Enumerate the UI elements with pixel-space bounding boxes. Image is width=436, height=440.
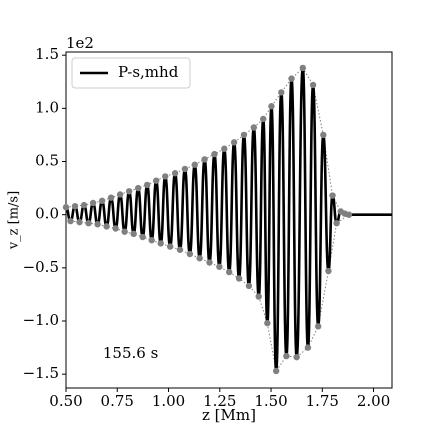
marker bbox=[345, 211, 353, 218]
marker bbox=[89, 199, 97, 207]
y-tick-label: −1.5 bbox=[23, 364, 59, 382]
marker bbox=[255, 293, 262, 300]
marker bbox=[107, 194, 115, 201]
line bbox=[64, 66, 392, 373]
marker bbox=[240, 131, 248, 139]
y-tick-label: −1.0 bbox=[23, 311, 59, 329]
y-axis-label: v_z [m/s] bbox=[7, 191, 22, 250]
marker bbox=[125, 188, 133, 195]
marker bbox=[272, 367, 280, 375]
marker bbox=[166, 243, 174, 250]
marker bbox=[162, 173, 169, 180]
marker bbox=[191, 161, 198, 168]
envelope-lower bbox=[70, 214, 350, 373]
marker bbox=[130, 230, 137, 238]
marker bbox=[176, 246, 184, 253]
plot-frame bbox=[65, 51, 393, 389]
x-tick-label: 1.25 bbox=[203, 392, 236, 410]
marker bbox=[206, 259, 213, 266]
marker bbox=[201, 156, 208, 163]
marker bbox=[309, 81, 317, 89]
marker bbox=[143, 181, 151, 189]
marker bbox=[320, 131, 327, 139]
marker bbox=[250, 124, 258, 131]
marker bbox=[139, 233, 146, 241]
marker bbox=[314, 323, 322, 330]
marker bbox=[293, 353, 300, 361]
marker bbox=[325, 267, 332, 275]
x-tick-label: 1.50 bbox=[254, 392, 287, 410]
x-tick-label: 0.75 bbox=[101, 392, 134, 410]
marker bbox=[283, 352, 290, 360]
marker bbox=[76, 218, 83, 226]
marker bbox=[67, 217, 74, 225]
marker bbox=[148, 237, 155, 244]
marker bbox=[299, 64, 307, 72]
y-tick-label: 0.5 bbox=[35, 152, 59, 170]
marker bbox=[80, 201, 88, 209]
marker bbox=[121, 228, 128, 235]
marker bbox=[103, 223, 110, 230]
x-tick-label: 1.75 bbox=[306, 392, 339, 410]
y-tick-label: −0.5 bbox=[23, 258, 59, 276]
marker bbox=[245, 282, 253, 290]
marker bbox=[216, 263, 223, 270]
y-tick-label: 0.0 bbox=[35, 205, 59, 223]
legend-box bbox=[71, 57, 191, 89]
marker bbox=[264, 319, 271, 327]
marker bbox=[221, 145, 228, 152]
x-axis-label: z [Mm] bbox=[202, 406, 256, 424]
marker bbox=[235, 275, 243, 282]
marker bbox=[333, 219, 340, 227]
marker bbox=[186, 250, 194, 258]
marker bbox=[157, 240, 164, 247]
marker bbox=[329, 192, 336, 199]
y-tick-label: 1.5 bbox=[35, 45, 59, 63]
legend-label: P-s,mhd bbox=[118, 63, 179, 81]
marker bbox=[230, 139, 238, 146]
marker bbox=[153, 177, 160, 184]
marker bbox=[62, 204, 70, 211]
marker bbox=[98, 197, 106, 205]
x-tick-label: 0.50 bbox=[49, 392, 82, 410]
marker bbox=[171, 170, 179, 177]
marker bbox=[85, 219, 92, 227]
x-tick-label: 2.00 bbox=[357, 392, 390, 410]
marker bbox=[134, 184, 142, 192]
marker bbox=[268, 103, 275, 110]
marker bbox=[181, 165, 189, 173]
marker bbox=[211, 150, 218, 158]
offset-label: 1e2 bbox=[66, 34, 94, 52]
x-tick-label: 1.00 bbox=[152, 392, 185, 410]
marker bbox=[112, 225, 119, 232]
marker bbox=[304, 344, 312, 351]
y-tick-label: 1.0 bbox=[35, 98, 59, 116]
marker bbox=[116, 191, 124, 198]
marker bbox=[278, 89, 285, 96]
marker bbox=[288, 75, 295, 82]
marker bbox=[226, 268, 233, 276]
marker bbox=[260, 115, 267, 123]
marker bbox=[71, 202, 79, 210]
marker bbox=[196, 255, 203, 262]
marker bbox=[94, 221, 101, 228]
annotation: 155.6 s bbox=[103, 344, 158, 362]
